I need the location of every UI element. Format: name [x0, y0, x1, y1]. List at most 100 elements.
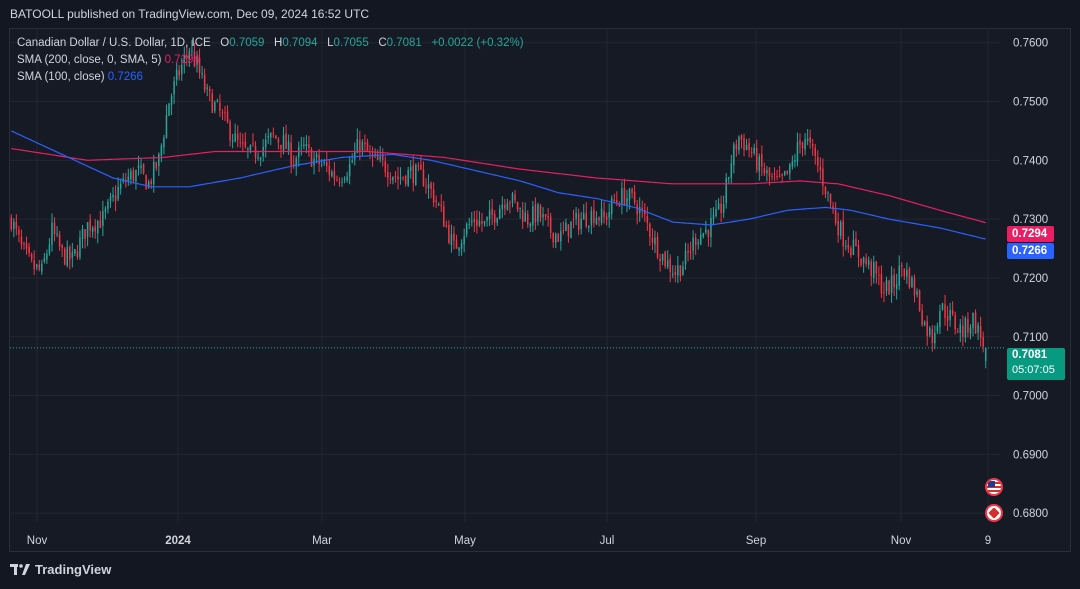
- candle-body: [448, 224, 450, 243]
- candle-body: [865, 258, 867, 265]
- candle-body: [590, 210, 593, 226]
- candle-body: [903, 268, 906, 276]
- candle-body: [76, 251, 79, 258]
- candle-body: [51, 222, 53, 245]
- candle-body: [168, 103, 170, 116]
- candle-body: [557, 233, 560, 242]
- candle-body: [837, 220, 839, 236]
- candle-body: [86, 222, 89, 237]
- candle-body: [939, 310, 941, 328]
- candle-body: [147, 181, 150, 188]
- candle-body: [572, 219, 575, 221]
- candle-body: [389, 178, 392, 180]
- x-tick-label: Nov: [891, 535, 912, 547]
- tradingview-logo-icon[interactable]: [10, 563, 30, 577]
- candle-body: [878, 274, 880, 276]
- candle-body: [839, 222, 842, 236]
- candle-body: [885, 280, 888, 292]
- candle-body: [107, 201, 109, 210]
- candle-body: [801, 142, 804, 149]
- x-tick-label: 2024: [165, 535, 191, 547]
- candle-body: [348, 163, 351, 176]
- candle-body: [712, 214, 715, 220]
- candle-body: [921, 310, 923, 325]
- candle-body: [491, 208, 493, 216]
- candle-body: [236, 133, 239, 141]
- candle-body: [359, 139, 361, 151]
- candle-body: [328, 165, 331, 175]
- sma100-row[interactable]: SMA (100, close) 0.7266: [17, 69, 524, 86]
- candle-body: [796, 142, 799, 162]
- candle-body: [35, 264, 38, 268]
- candle-body: [623, 187, 626, 205]
- candle-body: [880, 274, 883, 294]
- candle-body: [150, 180, 152, 185]
- candle-body: [407, 169, 409, 186]
- candle-body: [399, 177, 402, 179]
- candle-body: [81, 228, 84, 239]
- candle-body: [908, 268, 911, 288]
- candle-body: [516, 201, 519, 210]
- candle-body: [526, 214, 529, 225]
- candle-body: [781, 174, 783, 176]
- candle-body: [931, 329, 934, 343]
- candle-body: [290, 142, 292, 166]
- candle-body: [661, 253, 664, 261]
- candle-body: [585, 212, 588, 227]
- candle-body: [58, 234, 61, 247]
- candle-body: [127, 176, 130, 182]
- candle-body: [231, 140, 234, 142]
- candle-body: [633, 191, 636, 203]
- candle-body: [501, 204, 504, 210]
- publish-info: BATOOLL published on TradingView.com, De…: [10, 7, 370, 21]
- close-label: C: [378, 37, 387, 49]
- candle-body: [346, 176, 348, 181]
- candle-body: [338, 182, 341, 184]
- sma200-row[interactable]: SMA (200, close, 0, SMA, 5) 0.7294: [17, 52, 524, 69]
- candle-body: [768, 167, 771, 177]
- candle-body: [353, 151, 356, 160]
- canada-flag-icon[interactable]: [985, 504, 1003, 522]
- y-tick-label: 0.7000: [1013, 391, 1048, 403]
- candle-body: [705, 229, 707, 233]
- candle-body: [66, 247, 69, 266]
- candle-body: [964, 318, 967, 338]
- candle-body: [725, 177, 727, 204]
- candle-body: [529, 223, 532, 227]
- candle-body: [224, 112, 226, 114]
- candle-body: [669, 258, 672, 272]
- candle-body: [226, 111, 229, 123]
- x-tick-label: Nov: [27, 535, 48, 547]
- candle-body: [74, 249, 76, 254]
- candle-body: [186, 55, 188, 57]
- candle-body: [539, 205, 542, 218]
- candle-body: [560, 231, 562, 242]
- candle-body: [890, 275, 893, 294]
- candle-body: [977, 324, 979, 333]
- candle-body: [229, 121, 231, 141]
- candle-body: [814, 147, 817, 156]
- candle-body: [565, 222, 567, 231]
- candle-body: [679, 265, 682, 277]
- candle-body: [216, 100, 219, 102]
- symbol-label[interactable]: Canadian Dollar / U.S. Dollar, 1D, ICE: [17, 37, 211, 49]
- candle-body: [404, 175, 407, 185]
- candle-body: [562, 230, 565, 232]
- candle-body: [203, 74, 206, 91]
- candle-body: [41, 263, 43, 272]
- candle-body: [783, 170, 786, 175]
- candle-body: [201, 73, 203, 75]
- candle-body: [94, 226, 96, 232]
- us-flag-icon[interactable]: [985, 478, 1003, 496]
- candle-body: [956, 331, 959, 333]
- publish-header: BATOOLL published on TradingView.com, De…: [0, 0, 1080, 28]
- candle-body: [638, 206, 641, 213]
- candle-body: [827, 191, 829, 193]
- candle-body: [613, 199, 616, 201]
- tradingview-brand[interactable]: TradingView: [35, 562, 112, 577]
- candle-body: [806, 138, 809, 142]
- candle-body: [104, 208, 107, 212]
- candle-body: [264, 139, 267, 148]
- candle-body: [119, 183, 122, 189]
